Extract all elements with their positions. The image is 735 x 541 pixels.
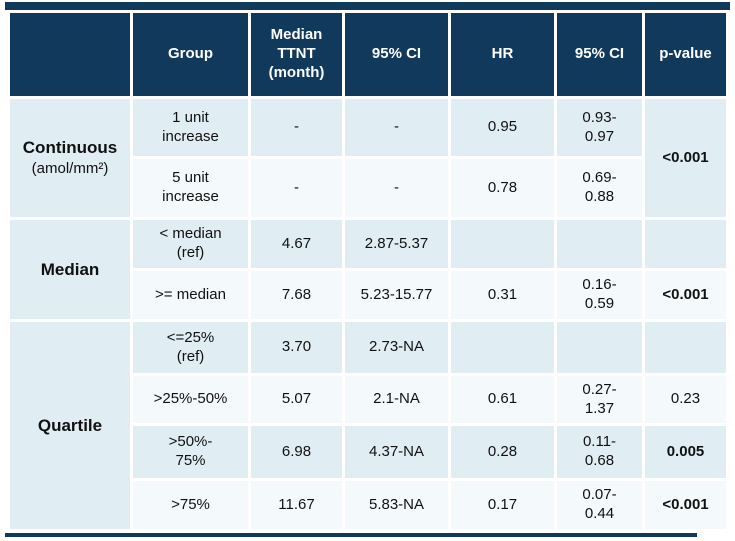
cell-ttnt-ci: 2.1-NA bbox=[345, 376, 448, 423]
header-cell-rowlabel bbox=[10, 13, 130, 96]
header-cell-ttnt-ci: 95% CI bbox=[345, 13, 448, 96]
section-label-quartile: Quartile bbox=[10, 322, 130, 529]
cell-ttnt-ci: 5.23-15.77 bbox=[345, 271, 448, 319]
section-label-continuous: Continuous (amol/mm²) bbox=[10, 99, 130, 217]
cell-hr-ci: 0.16- 0.59 bbox=[557, 271, 642, 319]
row-quartile-q3: >50%- 75% 6.98 4.37-NA 0.28 0.11- 0.68 0… bbox=[10, 426, 726, 478]
cell-hr-ci bbox=[557, 322, 642, 373]
row-quartile-q1: Quartile <=25% (ref) 3.70 2.73-NA bbox=[10, 322, 726, 529]
cell-pvalue: 0.005 bbox=[645, 426, 726, 478]
cell-ttnt-ci: 2.73-NA bbox=[345, 322, 448, 373]
cell-ttnt: 6.98 bbox=[251, 426, 342, 478]
cell-hr bbox=[451, 322, 554, 373]
header-cell-hr-ci: 95% CI bbox=[557, 13, 642, 96]
cell-ttnt-ci: - bbox=[345, 99, 448, 156]
header-cell-hr: HR bbox=[451, 13, 554, 96]
cell-hr-ci: 0.11- 0.68 bbox=[557, 426, 642, 478]
header-cell-pvalue: p-value bbox=[645, 13, 726, 96]
row-median-above: >= median 7.68 5.23-15.77 0.31 0.16- 0.5… bbox=[10, 271, 726, 319]
cell-ttnt: 11.67 bbox=[251, 481, 342, 529]
cell-group: 5 unit increase bbox=[133, 159, 248, 217]
cell-pvalue bbox=[645, 220, 726, 268]
row-continuous-5unit: 5 unit increase - - 0.78 0.69- 0.88 bbox=[10, 159, 726, 217]
section-title: Continuous bbox=[22, 138, 118, 157]
cell-hr-ci: 0.69- 0.88 bbox=[557, 159, 642, 217]
section-label-median: Median bbox=[10, 220, 130, 319]
cell-ttnt-ci: - bbox=[345, 159, 448, 217]
cell-ttnt: 7.68 bbox=[251, 271, 342, 319]
cell-ttnt-ci: 5.83-NA bbox=[345, 481, 448, 529]
cell-pvalue: 0.23 bbox=[645, 376, 726, 423]
cell-hr: 0.28 bbox=[451, 426, 554, 478]
cell-hr bbox=[451, 220, 554, 268]
cell-pvalue: <0.001 bbox=[645, 481, 726, 529]
cell-group: >50%- 75% bbox=[133, 426, 248, 478]
cell-hr: 0.78 bbox=[451, 159, 554, 217]
cell-group: >25%-50% bbox=[133, 376, 248, 423]
cell-group: >75% bbox=[133, 481, 248, 529]
header-row: Group Median TTNT (month) 95% CI HR 95% … bbox=[10, 13, 726, 96]
row-median-ref: Median < median (ref) 4.67 2.87-5.37 bbox=[10, 220, 726, 319]
header-cell-group: Group bbox=[133, 13, 248, 96]
cell-group: <=25% (ref) bbox=[133, 322, 248, 373]
section-subtitle: (amol/mm²) bbox=[31, 160, 109, 178]
cell-ttnt-ci: 2.87-5.37 bbox=[345, 220, 448, 268]
row-continuous-1unit: Continuous (amol/mm²) 1 unit increase - … bbox=[10, 99, 726, 217]
bottom-rule bbox=[5, 533, 697, 537]
cell-group: >= median bbox=[133, 271, 248, 319]
cell-pvalue: <0.001 bbox=[645, 271, 726, 319]
row-quartile-q2: >25%-50% 5.07 2.1-NA 0.61 0.27- 1.37 0.2… bbox=[10, 376, 726, 423]
cell-ttnt: 4.67 bbox=[251, 220, 342, 268]
cell-hr-ci: 0.27- 1.37 bbox=[557, 376, 642, 423]
cell-ttnt-ci: 4.37-NA bbox=[345, 426, 448, 478]
cell-ttnt: - bbox=[251, 159, 342, 217]
ttnt-results-table: Group Median TTNT (month) 95% CI HR 95% … bbox=[7, 10, 729, 532]
header-cell-median-ttnt: Median TTNT (month) bbox=[251, 13, 342, 96]
cell-hr: 0.95 bbox=[451, 99, 554, 156]
cell-ttnt: - bbox=[251, 99, 342, 156]
cell-group: < median (ref) bbox=[133, 220, 248, 268]
top-rule bbox=[5, 2, 730, 10]
section-title: Quartile bbox=[37, 415, 103, 435]
cell-pvalue bbox=[645, 322, 726, 373]
cell-hr: 0.31 bbox=[451, 271, 554, 319]
cell-group: 1 unit increase bbox=[133, 99, 248, 156]
cell-ttnt: 3.70 bbox=[251, 322, 342, 373]
row-quartile-q4: >75% 11.67 5.83-NA 0.17 0.07- 0.44 <0.00… bbox=[10, 481, 726, 529]
cell-hr-ci: 0.07- 0.44 bbox=[557, 481, 642, 529]
cell-hr-ci bbox=[557, 220, 642, 268]
cell-hr: 0.61 bbox=[451, 376, 554, 423]
cell-ttnt: 5.07 bbox=[251, 376, 342, 423]
section-title: Median bbox=[40, 259, 100, 279]
cell-hr-ci: 0.93- 0.97 bbox=[557, 99, 642, 156]
cell-hr: 0.17 bbox=[451, 481, 554, 529]
cell-pvalue: <0.001 bbox=[645, 99, 726, 217]
